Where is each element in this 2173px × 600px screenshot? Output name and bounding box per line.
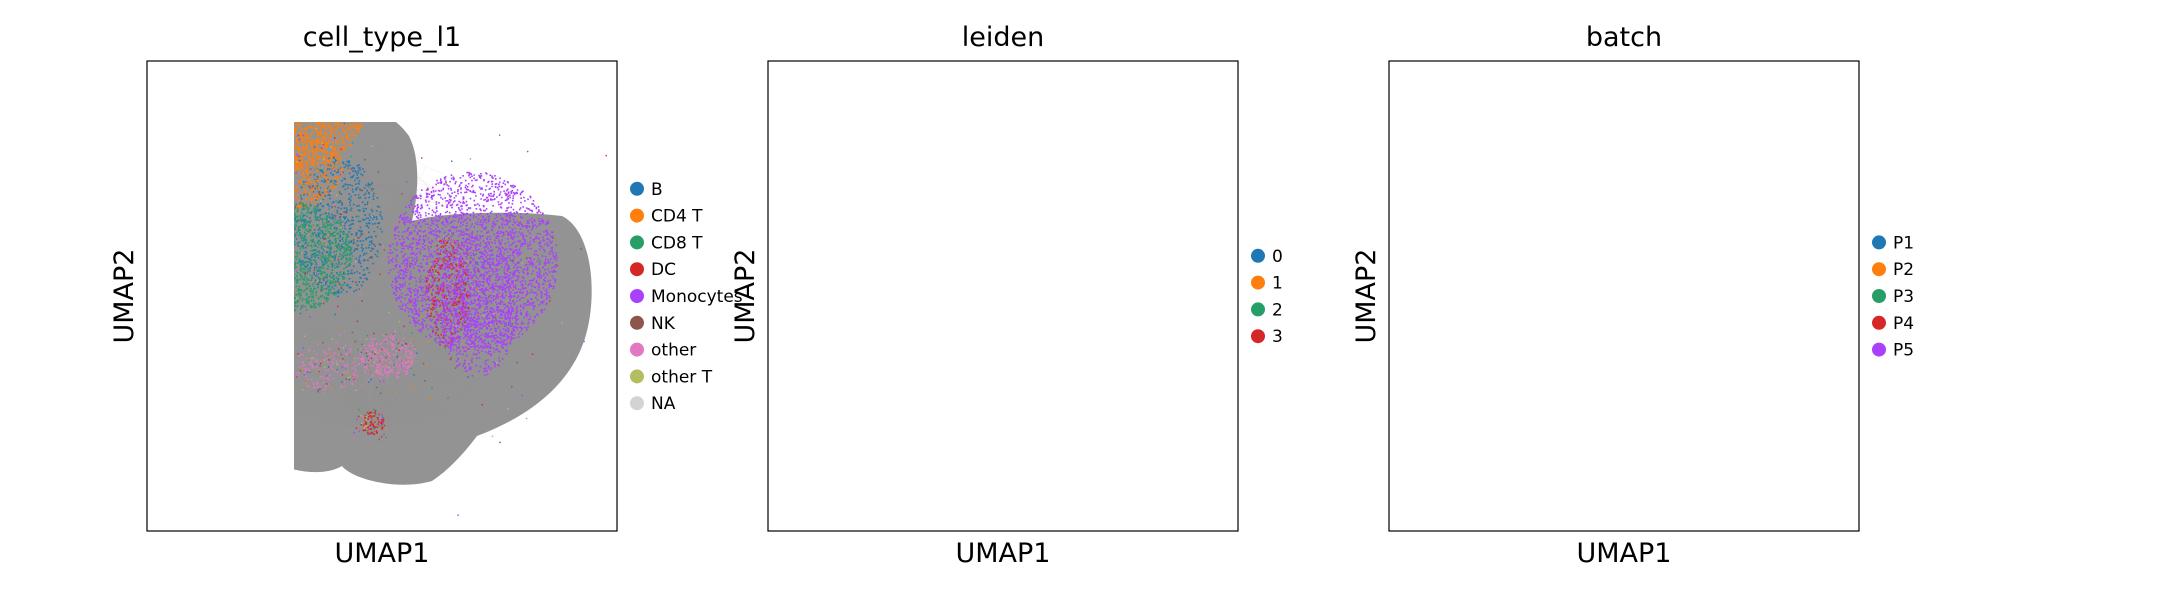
panel-batch: batch UMAP1 UMAP2 P1 P2 P3 P4 P5 <box>1344 22 1914 569</box>
cells-b <box>294 122 520 444</box>
legend-label: DC <box>651 260 676 280</box>
embedding-body <box>802 103 1213 485</box>
legend-item: P3 <box>1872 287 1914 307</box>
legend-label: other <box>651 341 696 361</box>
legend-label: B <box>651 180 663 200</box>
embedding-body <box>1423 103 1834 485</box>
axes-frame <box>146 60 618 532</box>
legend-item: B <box>630 180 663 200</box>
legend-item: 3 <box>1251 327 1283 347</box>
legend-item: 0 <box>1251 247 1283 267</box>
legend-marker <box>1251 302 1265 317</box>
connectivity-edges <box>1371 31 1815 439</box>
legend-item: other <box>630 341 696 361</box>
legend-item: P1 <box>1872 233 1914 253</box>
legend-marker <box>630 235 644 250</box>
legend-marker <box>1872 315 1886 330</box>
x-axis-label: UMAP1 <box>956 538 1051 569</box>
cells-cd8-t <box>294 122 542 438</box>
legend-label: 1 <box>1272 274 1283 294</box>
panel-leiden: leiden UMAP1 UMAP2 0 1 2 3 <box>723 22 1283 569</box>
x-axis-label: UMAP1 <box>1577 538 1672 569</box>
embedding <box>1344 31 1888 485</box>
legend-marker <box>630 181 644 196</box>
legend-label: 3 <box>1272 327 1283 347</box>
chart-title: batch <box>1586 22 1662 53</box>
legend-marker <box>1872 262 1886 277</box>
legend-label: CD8 T <box>651 233 703 253</box>
legend-marker <box>1872 342 1886 357</box>
legend-item: NA <box>630 394 676 414</box>
cells-p2 <box>1408 38 1888 440</box>
cells-0 <box>762 59 1245 465</box>
chart-title: cell_type_l1 <box>303 22 461 53</box>
legend-marker <box>1872 235 1886 250</box>
legend-marker <box>1251 275 1265 290</box>
legend: 0 1 2 3 <box>1251 247 1283 347</box>
legend-marker <box>1251 329 1265 344</box>
chart-title: leiden <box>962 22 1044 53</box>
legend-item: DC <box>630 260 676 280</box>
legend-item: 2 <box>1251 300 1283 320</box>
legend-label: other T <box>651 367 713 387</box>
y-axis-label: UMAP2 <box>730 249 761 344</box>
legend-marker <box>630 315 644 330</box>
cells-p1 <box>1399 72 1809 445</box>
legend-label: P4 <box>1893 314 1914 334</box>
legend-label: NK <box>651 314 676 334</box>
legend-item: CD4 T <box>630 207 703 227</box>
connectivity-edges <box>728 31 1202 457</box>
legend-label: 2 <box>1272 300 1283 320</box>
legend-item: CD8 T <box>630 233 703 253</box>
legend-label: 0 <box>1272 247 1283 267</box>
legend-marker <box>630 208 644 223</box>
legend-item: P4 <box>1872 314 1914 334</box>
legend-marker <box>1872 289 1886 303</box>
panel-cell_type_l1: cell_type_l1 UMAP1 UMAP2 B CD4 T CD8 T DC Monoc… <box>109 22 743 569</box>
axes-frame <box>1388 60 1860 532</box>
cells-p4 <box>1354 103 1804 449</box>
legend-label: CD4 T <box>651 207 703 227</box>
embedding <box>294 122 607 516</box>
cells-other <box>295 146 535 440</box>
cells-monocytes <box>294 134 585 516</box>
embedding <box>723 27 1256 485</box>
legend-item: NK <box>630 314 676 334</box>
legend-label: P5 <box>1893 341 1914 361</box>
legend-item: P2 <box>1872 260 1914 280</box>
cells-1 <box>777 65 1184 454</box>
legend: P1 P2 P3 P4 P5 <box>1872 233 1914 361</box>
legend-marker <box>630 342 644 357</box>
legend-marker <box>630 289 644 303</box>
cells-2 <box>741 27 1184 459</box>
cells-p3 <box>1393 43 1870 435</box>
legend-item: P5 <box>1872 341 1914 361</box>
legend-label: Monocytes <box>651 287 743 307</box>
legend-marker <box>630 369 644 384</box>
legend-label: NA <box>651 394 676 414</box>
legend-label: P2 <box>1893 260 1914 280</box>
legend-label: P1 <box>1893 233 1914 253</box>
legend-item: 1 <box>1251 274 1283 294</box>
legend-marker <box>630 262 644 277</box>
legend-item: Monocytes <box>630 287 743 307</box>
legend-item: other T <box>630 367 713 387</box>
legend-marker <box>630 396 644 411</box>
x-axis-label: UMAP1 <box>335 538 430 569</box>
cells-p5 <box>1344 75 1837 458</box>
legend-marker <box>1251 248 1265 263</box>
cells-cd4-t <box>294 122 539 433</box>
y-axis-label: UMAP2 <box>109 249 140 344</box>
axes-frame <box>767 60 1239 532</box>
legend: B CD4 T CD8 T DC Monocytes NK other other T NA <box>630 180 743 414</box>
embedding-body <box>294 122 592 485</box>
legend-label: P3 <box>1893 287 1914 307</box>
cells-3 <box>723 42 1256 436</box>
y-axis-label: UMAP2 <box>1351 249 1382 344</box>
